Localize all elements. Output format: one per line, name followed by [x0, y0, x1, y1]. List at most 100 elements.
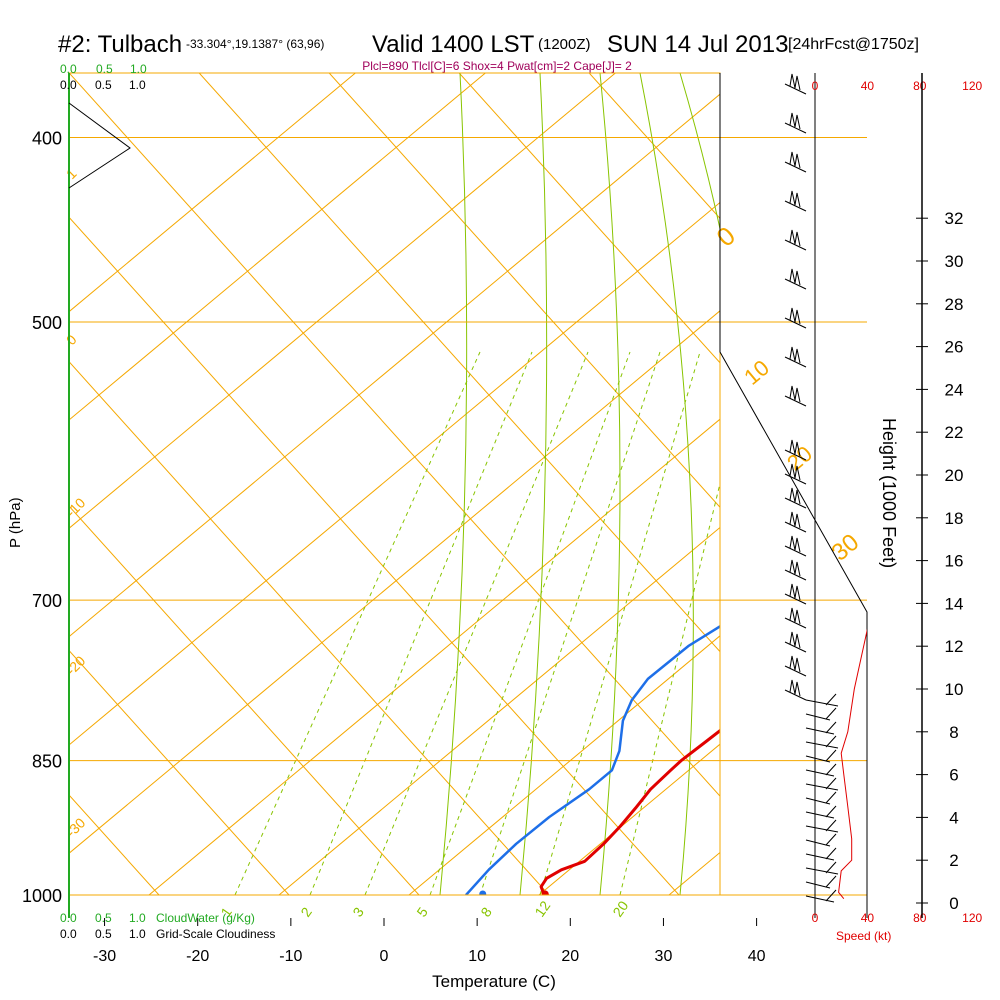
wind-barb-29: [805, 819, 839, 833]
wind-barb-12: [784, 511, 807, 533]
dry-adiabat-label-0: 0: [711, 220, 741, 252]
dry-adiabat-label-4: -30: [63, 814, 89, 840]
height-axis-label: Height (1000 Feet): [879, 418, 899, 568]
height-tick-26: 26: [945, 338, 964, 357]
pressure-tick-400: 400: [32, 129, 62, 149]
y-axis-label: P (hPa): [7, 497, 24, 548]
cloud-top-black-1: 0.5: [95, 78, 112, 92]
wind-barb-9: [784, 439, 807, 461]
isotherm-grid-15: [979, 73, 1000, 895]
speed-bottom-tick-120: 120: [962, 911, 982, 925]
wind-barb-17: [784, 631, 807, 653]
mixing-ratio-line-4: [479, 351, 661, 895]
wind-barb-7: [784, 346, 807, 368]
mixing-ratio-line-0: [234, 351, 481, 895]
wind-barb-10: [784, 463, 807, 485]
speed-profile: [838, 628, 867, 900]
cloud-bottom-black-0: 0.0: [60, 927, 77, 941]
boundary-line: [719, 73, 868, 918]
wind-barb-24: [805, 749, 837, 763]
x-tick--30: -30: [93, 948, 116, 965]
dry-adiabat-label-1: 10: [739, 355, 774, 390]
wind-barb-14: [784, 559, 807, 581]
moist-adiabat-2: [599, 73, 621, 895]
height-tick-16: 16: [945, 552, 964, 571]
height-tick-4: 4: [949, 808, 958, 827]
wind-barb-31: [805, 847, 837, 861]
dewpoint-line: [465, 624, 720, 895]
cloudwater-label: CloudWater (g/Kg): [156, 911, 255, 925]
dry-adiabat-6: [148, 418, 720, 895]
height-tick-20: 20: [945, 466, 964, 485]
moist-adiabat-1: [519, 73, 548, 895]
temperature-axis: -30 -20 -10 0 10 20 30 40: [93, 918, 766, 965]
cloud-scale-top: 0.0 0.5 1.0 0.0 0.5 1.0: [60, 62, 147, 92]
moist-adiabat-0: [439, 73, 468, 895]
isotherm-grid-8: [69, 73, 720, 797]
temperature-line: [539, 728, 720, 895]
wind-barb-3: [784, 190, 807, 212]
x-tick--20: -20: [186, 948, 209, 965]
speed-top-tick-120: 120: [962, 79, 982, 93]
height-tick-2: 2: [949, 851, 958, 870]
wind-barb-23: [805, 735, 839, 749]
dry-adiabat-9: [538, 743, 720, 895]
height-tick-14: 14: [945, 594, 964, 613]
cloud-scale-bottom: 0.0 0.5 1.0 CloudWater (g/Kg) 0.0 0.5 1.…: [60, 911, 275, 941]
cloud-bottom-black-2: 1.0: [129, 927, 146, 941]
height-tick-8: 8: [949, 723, 958, 742]
forecast-info: [24hrFcst@1750z]: [788, 36, 919, 53]
wind-barb-34: [805, 889, 837, 903]
height-tick-32: 32: [945, 209, 964, 228]
pressure-tick-500: 500: [32, 313, 62, 333]
moist-adiabat-4: [679, 73, 720, 232]
wind-barb-30: [805, 833, 837, 847]
cloud-top-green-2: 1.0: [130, 62, 147, 76]
sounding-profiles: [465, 624, 720, 895]
height-tick-10: 10: [945, 680, 964, 699]
cloud-bottom-green-0: 0.0: [60, 911, 77, 925]
wind-barb-26: [805, 777, 839, 791]
isotherm-grid-10: [328, 73, 720, 508]
speed-top-tick-0: 0: [812, 79, 819, 93]
wind-barb-18: [784, 655, 807, 677]
sounding-params: Plcl=890 Tlcl[C]=6 Shox=4 Pwat[cm]=2 Cap…: [362, 59, 632, 73]
mixing-ratio-line-5: [539, 351, 701, 895]
cloud-top-green-0: 0.0: [60, 62, 77, 76]
surface-dewpoint-dot: [479, 890, 487, 895]
cloud-top-black-2: 1.0: [129, 78, 146, 92]
height-tick-24: 24: [945, 380, 964, 399]
wind-barb-11: [784, 487, 807, 509]
dry-adiabat-4: [69, 201, 720, 746]
station-title: #2: Tulbach: [58, 31, 182, 58]
isotherm-grid-12: [588, 73, 720, 220]
dry-adiabat-3: [69, 93, 720, 638]
x-axis-label: Temperature (C): [432, 972, 556, 991]
wind-barb-21: [805, 707, 837, 721]
x-tick-10: 10: [468, 948, 486, 965]
wind-barb-2: [784, 151, 807, 173]
speed-label: Speed (kt): [836, 929, 891, 943]
cloud-top-green-1: 0.5: [96, 62, 113, 76]
wind-barb-8: [784, 385, 807, 407]
wind-barbs: [784, 73, 839, 903]
cloud-top-black-0: 0.0: [60, 78, 77, 92]
background-grid: [0, 73, 1000, 895]
isotherm-grid-14: [849, 73, 1000, 895]
height-tick-6: 6: [949, 766, 958, 785]
mixing-ratio-line-3: [429, 351, 631, 895]
wind-speed-line: [838, 628, 867, 900]
dry-adiabat-7: [278, 526, 720, 895]
pressure-tick-1000: 1000: [22, 886, 62, 906]
mixing-ratio-line-6: [619, 481, 720, 895]
wind-barb-19: [784, 679, 807, 701]
isotherm-grid-2: [0, 73, 29, 895]
mixing-ratio-line-2: [364, 351, 589, 895]
wind-barb-27: [805, 791, 837, 805]
pressure-tick-850: 850: [32, 752, 62, 772]
cloudiness-label: Grid-Scale Cloudiness: [156, 927, 275, 941]
isotherm-grid-4: [69, 649, 290, 895]
mixing-ratio-label-3: 3: [349, 904, 367, 920]
surface-temperature-dot: [541, 890, 549, 895]
